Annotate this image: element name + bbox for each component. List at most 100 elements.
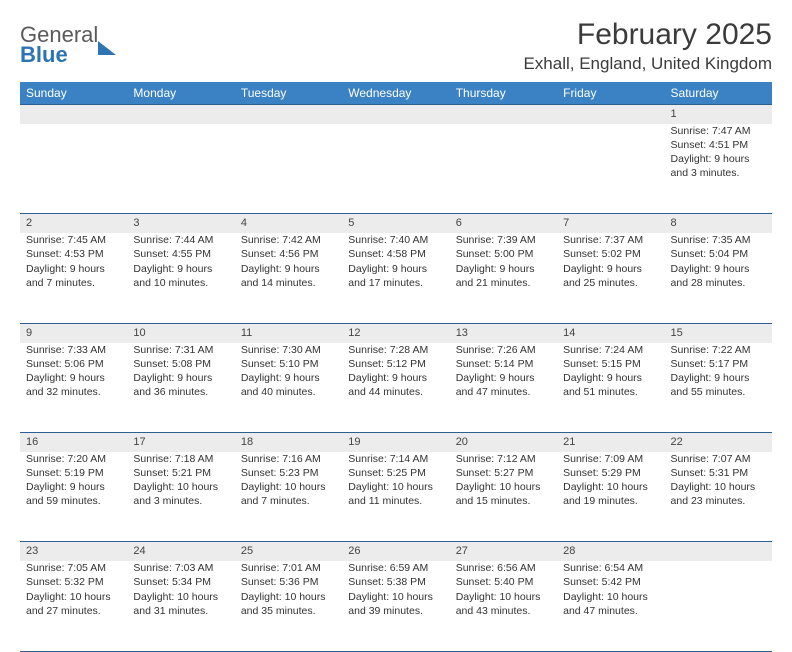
brand-text: General Blue [20, 24, 98, 66]
day-content-row: Sunrise: 7:47 AMSunset: 4:51 PMDaylight:… [20, 124, 772, 214]
day-number-cell [127, 105, 234, 124]
day-number-cell: 17 [127, 433, 234, 452]
day-number-cell: 4 [235, 214, 342, 233]
daylight-text-1: Daylight: 9 hours [456, 262, 551, 276]
daylight-text-1: Daylight: 9 hours [671, 371, 766, 385]
day-number-cell: 22 [665, 433, 772, 452]
daylight-text-2: and 19 minutes. [563, 494, 658, 508]
sunrise-text: Sunrise: 7:01 AM [241, 561, 336, 575]
day-content-cell [557, 124, 664, 214]
dh-mon: Monday [127, 82, 234, 105]
sunrise-text: Sunrise: 7:09 AM [563, 452, 658, 466]
day-content-cell: Sunrise: 6:59 AMSunset: 5:38 PMDaylight:… [342, 561, 449, 651]
daylight-text-1: Daylight: 9 hours [241, 371, 336, 385]
day-content-cell: Sunrise: 7:24 AMSunset: 5:15 PMDaylight:… [557, 343, 664, 433]
day-content-cell: Sunrise: 7:05 AMSunset: 5:32 PMDaylight:… [20, 561, 127, 651]
day-number-cell: 26 [342, 542, 449, 561]
sunset-text: Sunset: 5:10 PM [241, 357, 336, 371]
day-number-cell: 11 [235, 323, 342, 342]
daylight-text-2: and 31 minutes. [133, 604, 228, 618]
sunrise-text: Sunrise: 7:03 AM [133, 561, 228, 575]
day-number-cell: 20 [450, 433, 557, 452]
sunset-text: Sunset: 5:19 PM [26, 466, 121, 480]
day-header-row: Sunday Monday Tuesday Wednesday Thursday… [20, 82, 772, 105]
sunrise-text: Sunrise: 7:18 AM [133, 452, 228, 466]
sunset-text: Sunset: 4:53 PM [26, 247, 121, 261]
sunset-text: Sunset: 4:51 PM [671, 138, 766, 152]
sunset-text: Sunset: 5:17 PM [671, 357, 766, 371]
daylight-text-1: Daylight: 9 hours [241, 262, 336, 276]
sunset-text: Sunset: 5:36 PM [241, 575, 336, 589]
brand-triangle-icon [98, 41, 116, 55]
day-number-cell: 16 [20, 433, 127, 452]
day-number-cell: 27 [450, 542, 557, 561]
calendar-body: 1Sunrise: 7:47 AMSunset: 4:51 PMDaylight… [20, 105, 772, 652]
sunrise-text: Sunrise: 7:47 AM [671, 124, 766, 138]
day-number-cell [450, 105, 557, 124]
day-number-cell: 2 [20, 214, 127, 233]
sunset-text: Sunset: 5:40 PM [456, 575, 551, 589]
daylight-text-2: and 3 minutes. [133, 494, 228, 508]
daylight-text-2: and 44 minutes. [348, 385, 443, 399]
sunrise-text: Sunrise: 7:33 AM [26, 343, 121, 357]
daylight-text-2: and 43 minutes. [456, 604, 551, 618]
sunset-text: Sunset: 5:25 PM [348, 466, 443, 480]
daylight-text-2: and 17 minutes. [348, 276, 443, 290]
day-content-cell: Sunrise: 7:35 AMSunset: 5:04 PMDaylight:… [665, 233, 772, 323]
daylight-text-1: Daylight: 10 hours [348, 480, 443, 494]
sunrise-text: Sunrise: 6:54 AM [563, 561, 658, 575]
sunset-text: Sunset: 5:14 PM [456, 357, 551, 371]
sunrise-text: Sunrise: 7:14 AM [348, 452, 443, 466]
day-number-cell [557, 105, 664, 124]
sunrise-text: Sunrise: 6:59 AM [348, 561, 443, 575]
sunset-text: Sunset: 5:31 PM [671, 466, 766, 480]
daylight-text-2: and 36 minutes. [133, 385, 228, 399]
sunrise-text: Sunrise: 7:42 AM [241, 233, 336, 247]
day-number-cell: 18 [235, 433, 342, 452]
sunrise-text: Sunrise: 7:07 AM [671, 452, 766, 466]
daylight-text-1: Daylight: 9 hours [26, 371, 121, 385]
day-number-cell [235, 105, 342, 124]
day-content-cell [235, 124, 342, 214]
daylight-text-1: Daylight: 9 hours [563, 371, 658, 385]
day-content-cell: Sunrise: 7:40 AMSunset: 4:58 PMDaylight:… [342, 233, 449, 323]
daylight-text-2: and 14 minutes. [241, 276, 336, 290]
daylight-text-2: and 39 minutes. [348, 604, 443, 618]
sunset-text: Sunset: 4:56 PM [241, 247, 336, 261]
sunset-text: Sunset: 5:27 PM [456, 466, 551, 480]
daylight-text-1: Daylight: 10 hours [456, 590, 551, 604]
day-content-cell: Sunrise: 7:47 AMSunset: 4:51 PMDaylight:… [665, 124, 772, 214]
sunrise-text: Sunrise: 7:35 AM [671, 233, 766, 247]
sunset-text: Sunset: 5:32 PM [26, 575, 121, 589]
day-content-cell: Sunrise: 7:44 AMSunset: 4:55 PMDaylight:… [127, 233, 234, 323]
day-number-cell: 15 [665, 323, 772, 342]
day-content-row: Sunrise: 7:20 AMSunset: 5:19 PM Daylight:… [20, 452, 772, 542]
sunset-text: Sunset: 5:08 PM [133, 357, 228, 371]
sunrise-text: Sunrise: 7:20 AM [26, 452, 121, 466]
sunrise-text: Sunrise: 6:56 AM [456, 561, 551, 575]
day-number-cell: 28 [557, 542, 664, 561]
day-content-row: Sunrise: 7:33 AMSunset: 5:06 PMDaylight:… [20, 343, 772, 433]
title-block: February 2025 Exhall, England, United Ki… [523, 18, 772, 74]
sunrise-text: Sunrise: 7:44 AM [133, 233, 228, 247]
day-content-cell: Sunrise: 7:14 AMSunset: 5:25 PMDaylight:… [342, 452, 449, 542]
day-content-cell: Sunrise: 7:39 AMSunset: 5:00 PMDaylight:… [450, 233, 557, 323]
day-content-cell: Sunrise: 7:33 AMSunset: 5:06 PMDaylight:… [20, 343, 127, 433]
day-content-cell: Sunrise: 7:01 AMSunset: 5:36 PMDaylight:… [235, 561, 342, 651]
daylight-text-1: Daylight: 10 hours [133, 480, 228, 494]
day-content-row: Sunrise: 7:05 AMSunset: 5:32 PMDaylight:… [20, 561, 772, 651]
daylight-text-2: and 27 minutes. [26, 604, 121, 618]
day-content-cell: Sunrise: 7:18 AMSunset: 5:21 PMDaylight:… [127, 452, 234, 542]
sunrise-text: Sunrise: 7:28 AM [348, 343, 443, 357]
day-content-cell [127, 124, 234, 214]
daylight-text-2: and 7 minutes. [26, 276, 121, 290]
day-number-cell: 3 [127, 214, 234, 233]
daylight-text-1: Daylight: 9 hours [26, 262, 121, 276]
dh-fri: Friday [557, 82, 664, 105]
day-number-row: 232425262728 [20, 542, 772, 561]
day-number-row: 2345678 [20, 214, 772, 233]
daylight-text-2: and 10 minutes. [133, 276, 228, 290]
daylight-text-2: and 7 minutes. [241, 494, 336, 508]
day-content-cell [342, 124, 449, 214]
day-content-cell: Sunrise: 7:12 AMSunset: 5:27 PMDaylight:… [450, 452, 557, 542]
